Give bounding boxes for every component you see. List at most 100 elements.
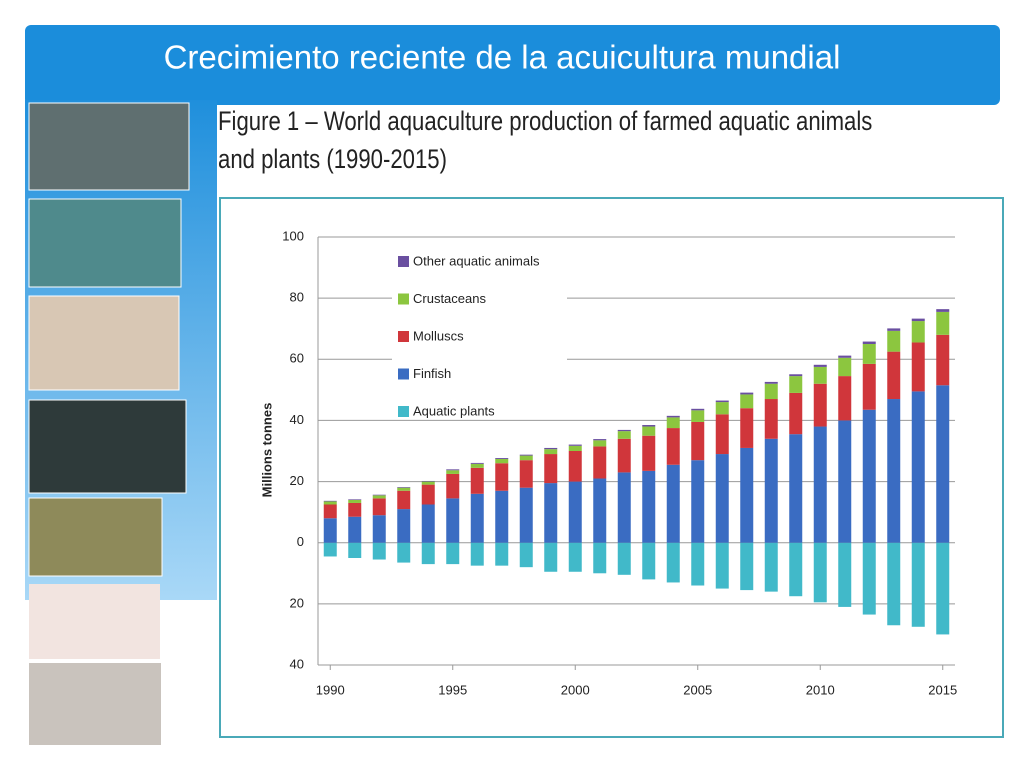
- bar-segment: [348, 502, 362, 517]
- y-tick-label: 20: [290, 473, 304, 488]
- legend-label: Crustaceans: [413, 291, 486, 306]
- photo: [28, 399, 187, 494]
- bar-segment: [397, 542, 411, 563]
- bar-segment: [740, 542, 754, 591]
- bar-segment: [617, 542, 631, 575]
- bar-segment: [813, 383, 827, 427]
- bar-segment: [740, 394, 754, 409]
- bar-segment: [691, 410, 705, 422]
- y-axis-label: Millions tonnes: [259, 403, 274, 498]
- bar-segment: [838, 357, 852, 377]
- bar-segment: [495, 542, 509, 566]
- bar-segment: [862, 542, 876, 615]
- legend-label: Finfish: [413, 366, 451, 381]
- bar-segment: [740, 392, 754, 395]
- bar-segment: [544, 454, 558, 484]
- bar-segment: [372, 498, 386, 516]
- bar-segment: [495, 458, 509, 459]
- bar-segment: [764, 381, 778, 384]
- bar-segment: [691, 421, 705, 461]
- bar-segment: [862, 344, 876, 364]
- photo: [29, 584, 160, 659]
- bar-segment: [421, 484, 435, 505]
- x-tick-label: 1990: [316, 682, 345, 697]
- bar-segment: [470, 467, 484, 494]
- photo: [28, 497, 163, 577]
- chart-frame: [219, 197, 1004, 738]
- bar-segment: [740, 447, 754, 543]
- bar-segment: [446, 473, 460, 499]
- bar-segment: [740, 408, 754, 448]
- bar-segment: [593, 542, 607, 574]
- bar-segment: [593, 478, 607, 543]
- bar-segment: [323, 518, 337, 543]
- bar-segment: [372, 515, 386, 543]
- bar-segment: [568, 444, 582, 446]
- bar-segment: [593, 439, 607, 441]
- bar-segment: [568, 542, 582, 572]
- photo: [29, 663, 161, 745]
- bar-segment: [789, 434, 803, 543]
- bar-segment: [617, 438, 631, 473]
- y-tick-label: 40: [290, 412, 304, 427]
- legend-label: Molluscs: [413, 328, 464, 343]
- bar-segment: [813, 366, 827, 384]
- bar-segment: [323, 500, 337, 502]
- legend-label: Aquatic plants: [413, 403, 495, 418]
- bar-segment: [519, 487, 533, 543]
- bar-segment: [764, 399, 778, 439]
- bar-segment: [642, 542, 656, 580]
- y-tick-label: 100: [282, 228, 304, 243]
- bar-segment: [691, 460, 705, 543]
- bar-segment: [764, 542, 778, 592]
- bar-segment: [838, 420, 852, 543]
- bar-segment: [348, 499, 362, 500]
- x-tick-label: 2005: [683, 682, 712, 697]
- bar-segment: [789, 542, 803, 597]
- bar-segment: [470, 542, 484, 566]
- bar-segment: [617, 431, 631, 439]
- bar-segment: [421, 504, 435, 543]
- bar-segment: [397, 490, 411, 510]
- photo: [28, 198, 182, 288]
- bar-segment: [911, 318, 925, 322]
- bar-segment: [568, 451, 582, 482]
- bar-segment: [544, 483, 558, 543]
- bar-segment: [887, 399, 901, 543]
- legend-swatch: [398, 368, 409, 380]
- bar-segment: [936, 309, 950, 312]
- x-tick-label: 1995: [438, 682, 467, 697]
- bar-segment: [617, 429, 631, 432]
- y-tick-label: 80: [290, 290, 304, 305]
- bar-segment: [397, 487, 411, 491]
- bar-segment: [519, 454, 533, 456]
- legend-swatch: [398, 331, 409, 342]
- bar-segment: [446, 469, 460, 471]
- bar-segment: [764, 438, 778, 543]
- bar-segment: [813, 426, 827, 543]
- x-tick-label: 2000: [561, 682, 590, 697]
- bar-segment: [764, 383, 778, 400]
- bar-segment: [544, 447, 558, 450]
- bar-segment: [936, 334, 950, 386]
- bar-segment: [397, 509, 411, 543]
- slide-title: Crecimiento reciente de la acuicultura m…: [164, 39, 841, 76]
- photo: [28, 102, 190, 191]
- bar-segment: [715, 542, 729, 589]
- bar-segment: [323, 501, 337, 505]
- caption-box: Figure 1 – World aquaculture production …: [218, 106, 872, 174]
- bar-segment: [421, 542, 435, 565]
- legend-label: Other aquatic animals: [413, 253, 540, 268]
- bar-segment: [470, 463, 484, 468]
- bar-segment: [568, 481, 582, 543]
- bar-segment: [911, 542, 925, 627]
- bar-segment: [544, 542, 558, 572]
- bar-segment: [887, 330, 901, 352]
- bar-segment: [666, 542, 680, 583]
- bar-segment: [495, 463, 509, 491]
- photos: [28, 102, 190, 745]
- header-bar: [25, 25, 1000, 105]
- bar-segment: [348, 542, 362, 558]
- bar-segment: [495, 458, 509, 464]
- bar-segment: [372, 542, 386, 560]
